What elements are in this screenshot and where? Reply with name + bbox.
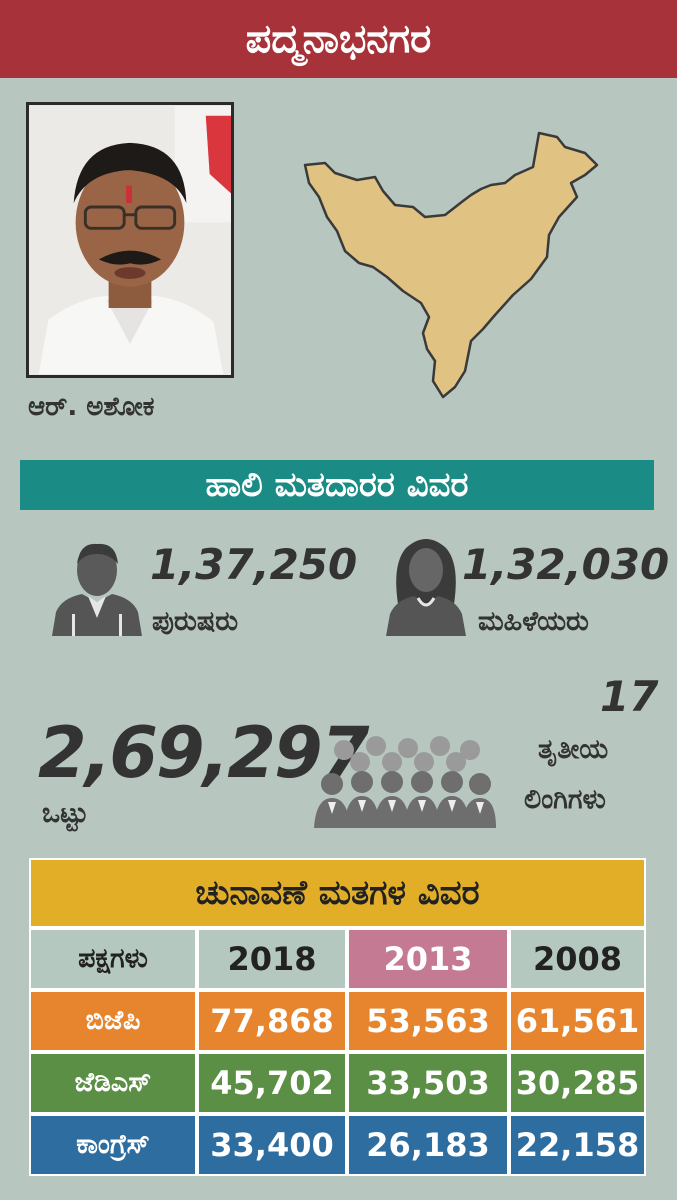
vote-count: 33,400 — [197, 1114, 347, 1176]
party-name: ಕಾಂಗ್ರೆಸ್ — [29, 1114, 197, 1176]
constituency-map — [303, 131, 599, 399]
voters-heading: ಹಾಲಿ ಮತದಾರರ ವಿವರ — [20, 460, 654, 510]
party-name: ಬಿಜೆಪಿ — [29, 990, 197, 1052]
party-name: ಜೆಡಿಎಸ್ — [29, 1052, 197, 1114]
vote-count: 53,563 — [347, 990, 509, 1052]
male-voter-label: ಪುರುಷರು — [152, 606, 239, 637]
column-header-2008: 2008 — [509, 928, 646, 990]
table-row: ಜೆಡಿಎಸ್ 45,702 33,503 30,285 — [29, 1052, 646, 1114]
male-user-icon — [52, 543, 142, 636]
vote-count: 61,561 — [509, 990, 646, 1052]
page-title: ಪದ್ಮನಾಭನಗರ — [0, 0, 677, 78]
total-voter-count: 2,69,297 — [38, 712, 369, 794]
vote-count: 30,285 — [509, 1052, 646, 1114]
table-header-row: ಪಕ್ಷಗಳು 2018 2013 2008 — [29, 928, 646, 990]
column-header-2018: 2018 — [197, 928, 347, 990]
crowd-icon — [314, 736, 496, 828]
female-user-icon — [386, 539, 466, 636]
vote-count: 77,868 — [197, 990, 347, 1052]
candidate-portrait-image — [29, 105, 231, 375]
column-header-party: ಪಕ್ಷಗಳು — [29, 928, 197, 990]
table-heading: ಚುನಾವಣೆ ಮತಗಳ ವಿವರ — [29, 858, 646, 928]
vote-count: 45,702 — [197, 1052, 347, 1114]
vote-count: 22,158 — [509, 1114, 646, 1176]
third-gender-count: 17 — [600, 672, 659, 721]
female-voter-count: 1,32,030 — [462, 540, 670, 589]
column-header-2013: 2013 — [347, 928, 509, 990]
third-gender-label-line2: ಲಿಂಗಿಗಳು — [524, 784, 606, 815]
election-results-table: ಚುನಾವಣೆ ಮತಗಳ ವಿವರ ಪಕ್ಷಗಳು 2018 2013 2008… — [29, 858, 646, 1178]
candidate-photo — [26, 102, 234, 378]
male-voter-count: 1,37,250 — [150, 540, 358, 589]
vote-count: 33,503 — [347, 1052, 509, 1114]
map-outline — [303, 131, 599, 399]
vote-count: 26,183 — [347, 1114, 509, 1176]
table-row: ಬಿಜೆಪಿ 77,868 53,563 61,561 — [29, 990, 646, 1052]
candidate-name: ಆರ್. ಅಶೋಕ — [28, 392, 155, 422]
table-row: ಕಾಂಗ್ರೆಸ್ 33,400 26,183 22,158 — [29, 1114, 646, 1176]
female-voter-label: ಮಹಿಳೆಯರು — [478, 606, 589, 637]
total-voter-label: ಒಟ್ಟು — [42, 798, 89, 829]
third-gender-label-line1: ತೃತೀಯ — [538, 734, 609, 765]
